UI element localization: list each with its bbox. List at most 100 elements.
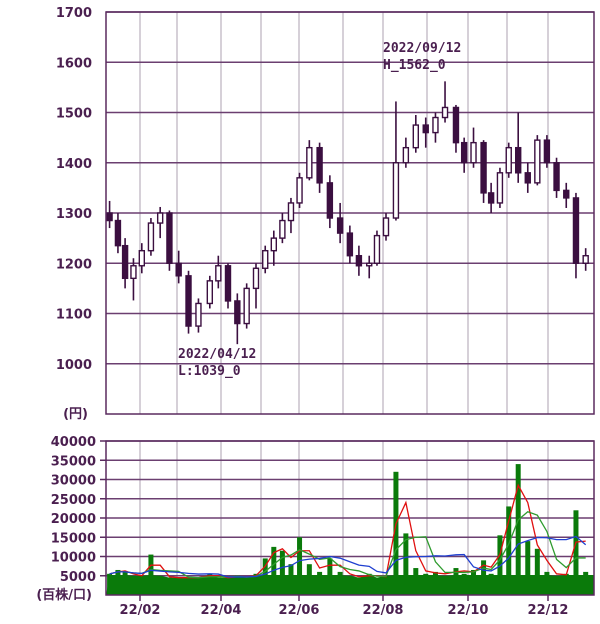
price-plot-border bbox=[105, 11, 595, 415]
candle-body bbox=[270, 237, 278, 252]
candle-body bbox=[121, 244, 129, 280]
volume-bar bbox=[544, 571, 550, 595]
candle-body bbox=[130, 265, 137, 280]
candle-body bbox=[166, 212, 173, 264]
candle-body bbox=[252, 267, 260, 290]
volume-tick-label: 15000 bbox=[51, 531, 96, 546]
volume-bar bbox=[374, 577, 380, 595]
volume-bar bbox=[563, 573, 569, 595]
volume-bar bbox=[432, 571, 438, 595]
volume-bar bbox=[347, 575, 353, 595]
x-tick-label: 22/06 bbox=[279, 603, 320, 618]
candle-body bbox=[156, 212, 164, 224]
volume-bar bbox=[157, 575, 163, 595]
candle-body bbox=[206, 280, 214, 305]
volume-bar bbox=[186, 577, 192, 595]
volume-bar bbox=[488, 573, 494, 595]
candle-body bbox=[392, 162, 400, 219]
volume-bar bbox=[122, 571, 128, 595]
candle-body bbox=[373, 234, 381, 264]
volume-bar bbox=[279, 550, 285, 595]
high-annotation-value: H_1562_0 bbox=[383, 58, 446, 73]
volume-tick-label: 30000 bbox=[51, 474, 96, 489]
volume-bar bbox=[327, 558, 333, 595]
candle-body bbox=[336, 217, 344, 234]
volume-bar bbox=[195, 577, 201, 595]
candle-body bbox=[515, 146, 522, 174]
volume-bar bbox=[337, 571, 343, 595]
volume-bar bbox=[403, 533, 409, 595]
price-tick-label: 1100 bbox=[56, 308, 92, 323]
volume-bar bbox=[225, 577, 231, 595]
candle-body bbox=[355, 255, 363, 267]
volume-tick-label: 5000 bbox=[60, 570, 96, 585]
x-tick-label: 22/04 bbox=[201, 603, 242, 618]
volume-bar bbox=[176, 577, 182, 595]
high-annotation-date: 2022/09/12 bbox=[383, 41, 461, 56]
candle-body bbox=[572, 197, 580, 264]
candle-body bbox=[224, 265, 232, 302]
volume-y-axis: 40000 35000 30000 25000 20000 15000 10000 5000 bbox=[51, 435, 106, 585]
price-tick-label: 1500 bbox=[56, 107, 92, 122]
candle-body bbox=[582, 255, 589, 264]
candle-body bbox=[460, 141, 468, 164]
candle-body bbox=[185, 275, 192, 327]
x-tick-label: 22/08 bbox=[363, 603, 404, 618]
candle-body bbox=[505, 146, 512, 174]
candle-body bbox=[138, 249, 146, 267]
volume-bar bbox=[148, 554, 154, 595]
volume-bar bbox=[442, 575, 448, 595]
volume-ma-long-line bbox=[109, 535, 587, 578]
volume-ma-mid-line bbox=[109, 511, 586, 579]
volume-bar bbox=[215, 577, 221, 595]
candle-body bbox=[114, 219, 122, 247]
low-annotation-value: L:1039_0 bbox=[178, 364, 241, 379]
volume-bar bbox=[297, 537, 303, 595]
volume-tick-label: 10000 bbox=[51, 551, 96, 566]
candle-body bbox=[563, 189, 570, 199]
volume-bar bbox=[583, 571, 589, 595]
volume-bar bbox=[413, 568, 419, 595]
volume-bar bbox=[288, 564, 294, 595]
volume-bar bbox=[525, 541, 531, 595]
volume-bar bbox=[115, 569, 121, 595]
x-tick-label: 22/10 bbox=[448, 603, 489, 618]
volume-bar bbox=[393, 471, 399, 595]
volume-bar bbox=[423, 573, 429, 595]
candle-body bbox=[402, 146, 410, 164]
candle-body bbox=[452, 106, 460, 144]
volume-bar bbox=[253, 573, 259, 595]
volume-bar bbox=[506, 506, 512, 595]
price-tick-label: 1700 bbox=[56, 6, 92, 21]
candle-body bbox=[470, 141, 477, 164]
volume-bar bbox=[166, 577, 172, 595]
candle-body bbox=[243, 287, 250, 325]
candle-body bbox=[306, 146, 313, 179]
low-annotation-date: 2022/04/12 bbox=[178, 347, 256, 362]
candle-body bbox=[534, 139, 541, 184]
candle-body bbox=[346, 232, 354, 257]
volume-tick-label: 20000 bbox=[51, 512, 96, 527]
volume-tick-label: 40000 bbox=[51, 435, 96, 450]
volume-bar bbox=[262, 558, 268, 595]
price-tick-label: 1000 bbox=[56, 358, 92, 373]
volume-ma-short-line bbox=[109, 483, 586, 579]
price-tick-label: 1600 bbox=[56, 56, 92, 71]
volume-bar bbox=[366, 573, 372, 595]
volume-plot-border bbox=[105, 440, 595, 596]
candle-body bbox=[480, 141, 487, 194]
volume-bar bbox=[481, 560, 487, 595]
candle-body bbox=[316, 146, 323, 184]
volume-tick-label: 25000 bbox=[51, 493, 96, 508]
candle-body bbox=[262, 249, 269, 269]
volume-bar bbox=[271, 546, 277, 595]
volume-bar bbox=[317, 571, 323, 595]
candle-body bbox=[279, 219, 286, 239]
candle-body bbox=[432, 116, 439, 134]
volume-bar bbox=[383, 575, 389, 595]
volume-bar bbox=[461, 573, 467, 595]
candle-body bbox=[422, 124, 429, 134]
candle-body bbox=[147, 222, 155, 252]
volume-bar bbox=[234, 575, 240, 595]
